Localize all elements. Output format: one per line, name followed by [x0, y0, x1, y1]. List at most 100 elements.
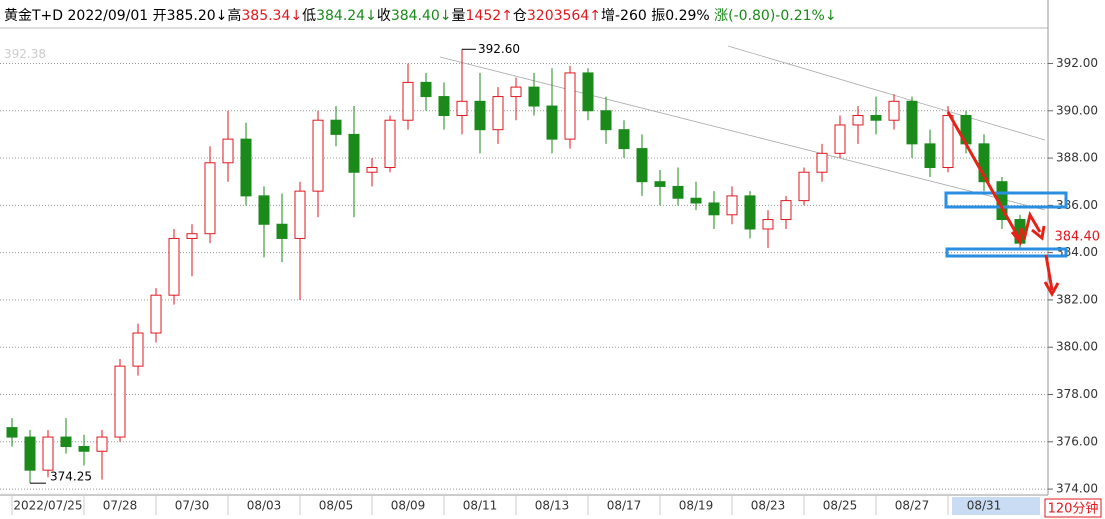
candle-body — [474, 100, 486, 131]
candle-body — [114, 365, 126, 438]
candle-body — [726, 195, 738, 216]
header-segment: 1452↑ — [466, 8, 513, 24]
x-tick-label: 08/31 — [967, 499, 1002, 513]
min-label: 374.25 — [50, 470, 92, 484]
candle-body — [456, 100, 468, 116]
candle-body — [942, 114, 954, 169]
trend-line — [727, 45, 1046, 141]
header-segment: 仓 — [513, 8, 527, 24]
candle-body — [132, 332, 144, 367]
x-tick-label: 2022/07/25 — [13, 499, 82, 513]
y-tick-label: 386.00 — [1056, 198, 1098, 212]
header-segment: 黄金T+D 2022/09/01 — [4, 7, 153, 24]
y-tick-label: 382.00 — [1056, 292, 1098, 306]
candle-body — [492, 96, 504, 131]
header-segment: 量 — [452, 8, 466, 24]
y-tick-label: 380.00 — [1056, 340, 1098, 354]
candle-body — [420, 81, 432, 98]
header-segment: 低 — [302, 8, 316, 24]
candle-body — [384, 119, 396, 169]
max-label: 392.60 — [478, 42, 520, 56]
candle-body — [24, 436, 36, 471]
candle-body — [672, 185, 684, 199]
candle-body — [96, 436, 108, 452]
x-tick-label: 07/28 — [103, 499, 138, 513]
x-tick-label: 08/03 — [247, 499, 282, 513]
date-highlight — [952, 497, 1040, 515]
x-tick-label: 08/11 — [463, 499, 498, 513]
candle-body — [204, 162, 216, 235]
header-segment: 385.34↓ — [241, 8, 302, 24]
candle-body — [276, 223, 288, 239]
x-tick-label: 08/05 — [319, 499, 354, 513]
highlight-box — [944, 191, 1068, 209]
candle-body — [42, 436, 54, 471]
candle-body — [600, 110, 612, 131]
cursor-price: 392.38 — [4, 47, 46, 61]
y-tick-label: 378.00 — [1056, 387, 1098, 401]
x-tick-label: 08/17 — [607, 499, 642, 513]
candle-body — [978, 143, 990, 183]
candle-body — [294, 190, 306, 239]
candles: 2022/07/25 07/28 07/30 08/03 08/05 08/09 08/11… — [6, 49, 1026, 515]
candle-body — [852, 114, 864, 126]
header-segment: 384.40↓ — [391, 8, 452, 24]
header-segment: 3203564↑ — [527, 8, 601, 24]
candle-body — [510, 86, 522, 98]
candle-body — [366, 167, 378, 173]
candle-body — [870, 114, 882, 121]
y-tick-label: 388.00 — [1056, 151, 1098, 165]
highlight-box — [945, 247, 1068, 258]
x-tick-label: 08/09 — [391, 499, 426, 513]
candle-body — [6, 427, 18, 438]
header-segment: 涨(-0.80)-0.21%↓ — [714, 8, 836, 24]
last-price: 384.40 — [1055, 230, 1101, 245]
header: 黄金T+D 2022/09/01 开385.20↓高385.34↓低384.24… — [4, 7, 837, 24]
candle-body — [186, 233, 198, 239]
candle-body — [690, 197, 702, 204]
candle-body — [402, 81, 414, 121]
candle-body — [258, 195, 270, 225]
candle-body — [528, 86, 540, 107]
candle-body — [888, 100, 900, 121]
candle-body — [348, 133, 360, 173]
candle-body — [168, 237, 180, 296]
y-tick-label: 392.00 — [1056, 56, 1098, 70]
header-segment: 增-260 振0.29% — [601, 8, 714, 24]
x-tick-label: 08/19 — [679, 499, 714, 513]
last-price-bg — [1056, 230, 1102, 245]
candle-body — [240, 138, 252, 197]
annotations: 392.60 374.25 384.40 392.38 — [4, 42, 1102, 484]
y-tick-label: 374.00 — [1056, 482, 1098, 496]
candle-body — [654, 181, 666, 187]
candle-body — [762, 219, 774, 230]
candle-body — [150, 294, 162, 334]
header-segment: 385.20↓ — [167, 8, 228, 24]
candle-body — [780, 200, 792, 221]
arrows — [946, 111, 1060, 298]
y-tick-label: 390.00 — [1056, 103, 1098, 117]
x-tick-label: 07/30 — [175, 499, 210, 513]
candle-body — [330, 119, 342, 135]
x-tick-label: 08/27 — [895, 499, 930, 513]
candle-body — [834, 124, 846, 154]
trend-line — [439, 56, 1046, 211]
candle-body — [78, 446, 90, 452]
candle-body — [744, 195, 756, 230]
header-segment: 高 — [227, 7, 241, 24]
x-tick-label: 08/23 — [751, 499, 786, 513]
candle-body — [708, 202, 720, 216]
candle-body — [798, 171, 810, 202]
candle-body — [60, 436, 72, 448]
candle-body — [564, 72, 576, 140]
candle-body — [906, 100, 918, 145]
period: 120分钟 — [1048, 501, 1099, 517]
candle-body — [924, 143, 936, 169]
candle-body — [222, 138, 234, 164]
candle-body — [618, 129, 630, 150]
candle-body — [312, 119, 324, 192]
candle-body — [438, 96, 450, 116]
candle-body — [546, 105, 558, 140]
header-segment: 384.24↓ — [316, 8, 377, 24]
